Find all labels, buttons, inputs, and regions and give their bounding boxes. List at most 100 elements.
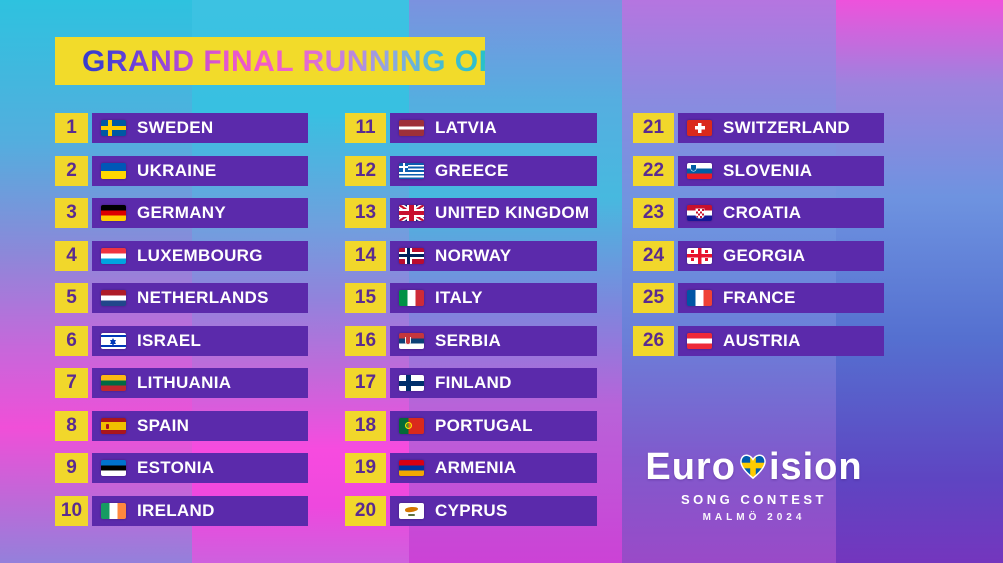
running-order-row: 15 ITALY bbox=[345, 283, 597, 313]
entry-number: 17 bbox=[345, 368, 386, 398]
es-flag-icon bbox=[101, 417, 126, 434]
country-name: GREECE bbox=[435, 160, 509, 180]
country-name: UNITED KINGDOM bbox=[435, 203, 590, 222]
running-order-row: 13 UNITED KINGDOM bbox=[345, 198, 597, 228]
background-stripe-5 bbox=[836, 0, 1003, 563]
gr-flag-icon bbox=[399, 162, 424, 179]
running-order-row: 6 ISRAEL bbox=[55, 325, 308, 356]
entry-bar: NORWAY bbox=[390, 240, 597, 271]
entry-bar: ESTONIA bbox=[92, 453, 308, 483]
running-order-column-2: 11 LATVIA 12 GREECE 13 UNITED KINGDOM 14… bbox=[345, 113, 597, 526]
entry-bar: IRELAND bbox=[92, 495, 308, 526]
ie-flag-icon bbox=[101, 502, 126, 519]
country-name: NETHERLANDS bbox=[137, 288, 269, 307]
entry-number: 15 bbox=[345, 283, 386, 313]
ua-flag-icon bbox=[101, 162, 126, 179]
running-order-row: 12 GREECE bbox=[345, 155, 597, 186]
ge-flag-icon bbox=[687, 247, 712, 264]
country-name: LUXEMBOURG bbox=[137, 245, 263, 265]
logo-edition: MALMÖ 2024 bbox=[702, 512, 806, 523]
entry-number: 22 bbox=[633, 155, 674, 186]
lt-flag-icon bbox=[101, 375, 126, 391]
country-name: SWEDEN bbox=[137, 118, 214, 137]
no-flag-icon bbox=[399, 247, 424, 264]
entry-number: 25 bbox=[633, 283, 674, 313]
nl-flag-icon bbox=[101, 290, 126, 306]
running-order-row: 21 SWITZERLAND bbox=[633, 113, 884, 143]
running-order-column-1: 1 SWEDEN 2 UKRAINE 3 GERMANY 4 LUXEMBOUR… bbox=[55, 113, 308, 526]
entry-bar: NETHERLANDS bbox=[92, 283, 308, 313]
country-name: UKRAINE bbox=[137, 160, 217, 180]
de-flag-icon bbox=[101, 205, 126, 221]
running-order-row: 14 NORWAY bbox=[345, 240, 597, 271]
entry-number: 26 bbox=[633, 325, 674, 356]
entry-bar: GEORGIA bbox=[678, 240, 884, 271]
running-order-row: 16 SERBIA bbox=[345, 325, 597, 356]
country-name: GERMANY bbox=[137, 203, 226, 222]
entry-bar: SERBIA bbox=[390, 325, 597, 356]
running-order-row: 24 GEORGIA bbox=[633, 240, 884, 271]
entry-bar: FINLAND bbox=[390, 368, 597, 398]
rs-flag-icon bbox=[399, 332, 424, 349]
entry-number: 1 bbox=[55, 113, 88, 143]
running-order-column-3: 21 SWITZERLAND 22 SLOVENIA 23 CROATIA 24… bbox=[633, 113, 884, 356]
entry-bar: SPAIN bbox=[92, 410, 308, 441]
logo-word-start: Euro bbox=[645, 446, 736, 488]
running-order-row: 4 LUXEMBOURG bbox=[55, 240, 308, 271]
fi-flag-icon bbox=[399, 375, 424, 391]
running-order-row: 20 CYPRUS bbox=[345, 495, 597, 526]
running-order-row: 3 GERMANY bbox=[55, 198, 308, 228]
running-order-row: 26 AUSTRIA bbox=[633, 325, 884, 356]
country-name: CROATIA bbox=[723, 203, 802, 222]
entry-number: 7 bbox=[55, 368, 88, 398]
country-name: AUSTRIA bbox=[723, 330, 801, 350]
entry-bar: SLOVENIA bbox=[678, 155, 884, 186]
entry-number: 13 bbox=[345, 198, 386, 228]
running-order-row: 9 ESTONIA bbox=[55, 453, 308, 483]
entry-bar: GERMANY bbox=[92, 198, 308, 228]
entry-number: 14 bbox=[345, 240, 386, 271]
running-order-row: 11 LATVIA bbox=[345, 113, 597, 143]
country-name: CYPRUS bbox=[435, 500, 508, 520]
entry-number: 20 bbox=[345, 495, 386, 526]
entry-number: 4 bbox=[55, 240, 88, 271]
country-name: GEORGIA bbox=[723, 245, 806, 265]
running-order-row: 22 SLOVENIA bbox=[633, 155, 884, 186]
gb-flag-icon bbox=[399, 205, 424, 221]
running-order-row: 23 CROATIA bbox=[633, 198, 884, 228]
entry-bar: ARMENIA bbox=[390, 453, 597, 483]
entry-number: 2 bbox=[55, 155, 88, 186]
at-flag-icon bbox=[687, 332, 712, 349]
entry-number: 8 bbox=[55, 410, 88, 441]
entry-bar: UNITED KINGDOM bbox=[390, 198, 597, 228]
entry-bar: UKRAINE bbox=[92, 155, 308, 186]
entry-bar: LATVIA bbox=[390, 113, 597, 143]
entry-number: 9 bbox=[55, 453, 88, 483]
entry-bar: LITHUANIA bbox=[92, 368, 308, 398]
country-name: NORWAY bbox=[435, 245, 512, 265]
sweden-heart-icon bbox=[740, 454, 766, 480]
running-order-row: 10 IRELAND bbox=[55, 495, 308, 526]
entry-number: 6 bbox=[55, 325, 88, 356]
lu-flag-icon bbox=[101, 247, 126, 264]
cy-flag-icon bbox=[399, 502, 424, 519]
entry-bar: SWITZERLAND bbox=[678, 113, 884, 143]
country-name: LATVIA bbox=[435, 118, 497, 137]
country-name: ISRAEL bbox=[137, 330, 202, 350]
entry-number: 16 bbox=[345, 325, 386, 356]
entry-number: 24 bbox=[633, 240, 674, 271]
entry-bar: CYPRUS bbox=[390, 495, 597, 526]
hr-flag-icon bbox=[687, 205, 712, 221]
running-order-row: 1 SWEDEN bbox=[55, 113, 308, 143]
entry-bar: GREECE bbox=[390, 155, 597, 186]
entry-number: 19 bbox=[345, 453, 386, 483]
it-flag-icon bbox=[399, 290, 424, 306]
country-name: IRELAND bbox=[137, 500, 215, 520]
am-flag-icon bbox=[399, 460, 424, 476]
background-stripe-4 bbox=[622, 0, 836, 563]
entry-bar: PORTUGAL bbox=[390, 410, 597, 441]
se-flag-icon bbox=[101, 120, 126, 136]
country-name: SERBIA bbox=[435, 330, 502, 350]
